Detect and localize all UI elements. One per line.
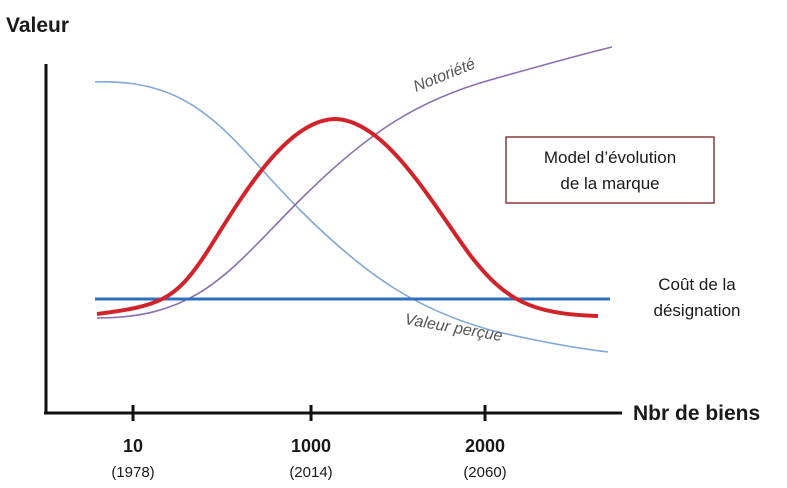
x-tick-label: 1000: [291, 436, 331, 456]
x-tick-sublabel: (1978): [111, 464, 154, 481]
series-line-bell: [96, 116, 599, 318]
series-line-notoriete: [96, 46, 613, 319]
x-tick-sublabel: (2060): [463, 464, 506, 481]
annotation-line1: Model d’évolution: [544, 148, 676, 167]
x-tick-sublabel: (2014): [289, 464, 332, 481]
annotation-line2: de la marque: [560, 174, 659, 193]
y-axis-label: Valeur: [6, 14, 69, 37]
x-axis-label: Nbr de biens: [633, 402, 760, 425]
series-label-valeur-percue: Valeur perçue: [403, 311, 504, 345]
x-tick-label: 10: [123, 436, 143, 456]
series-label-notoriete: Notoriété: [411, 56, 478, 96]
annotation-box: [505, 136, 715, 204]
cost-label-line1: Coût de la: [658, 275, 736, 294]
x-tick-label: 2000: [465, 436, 505, 456]
series-line-valeur-percue: [94, 81, 609, 353]
cost-label-line2: désignation: [654, 301, 741, 320]
